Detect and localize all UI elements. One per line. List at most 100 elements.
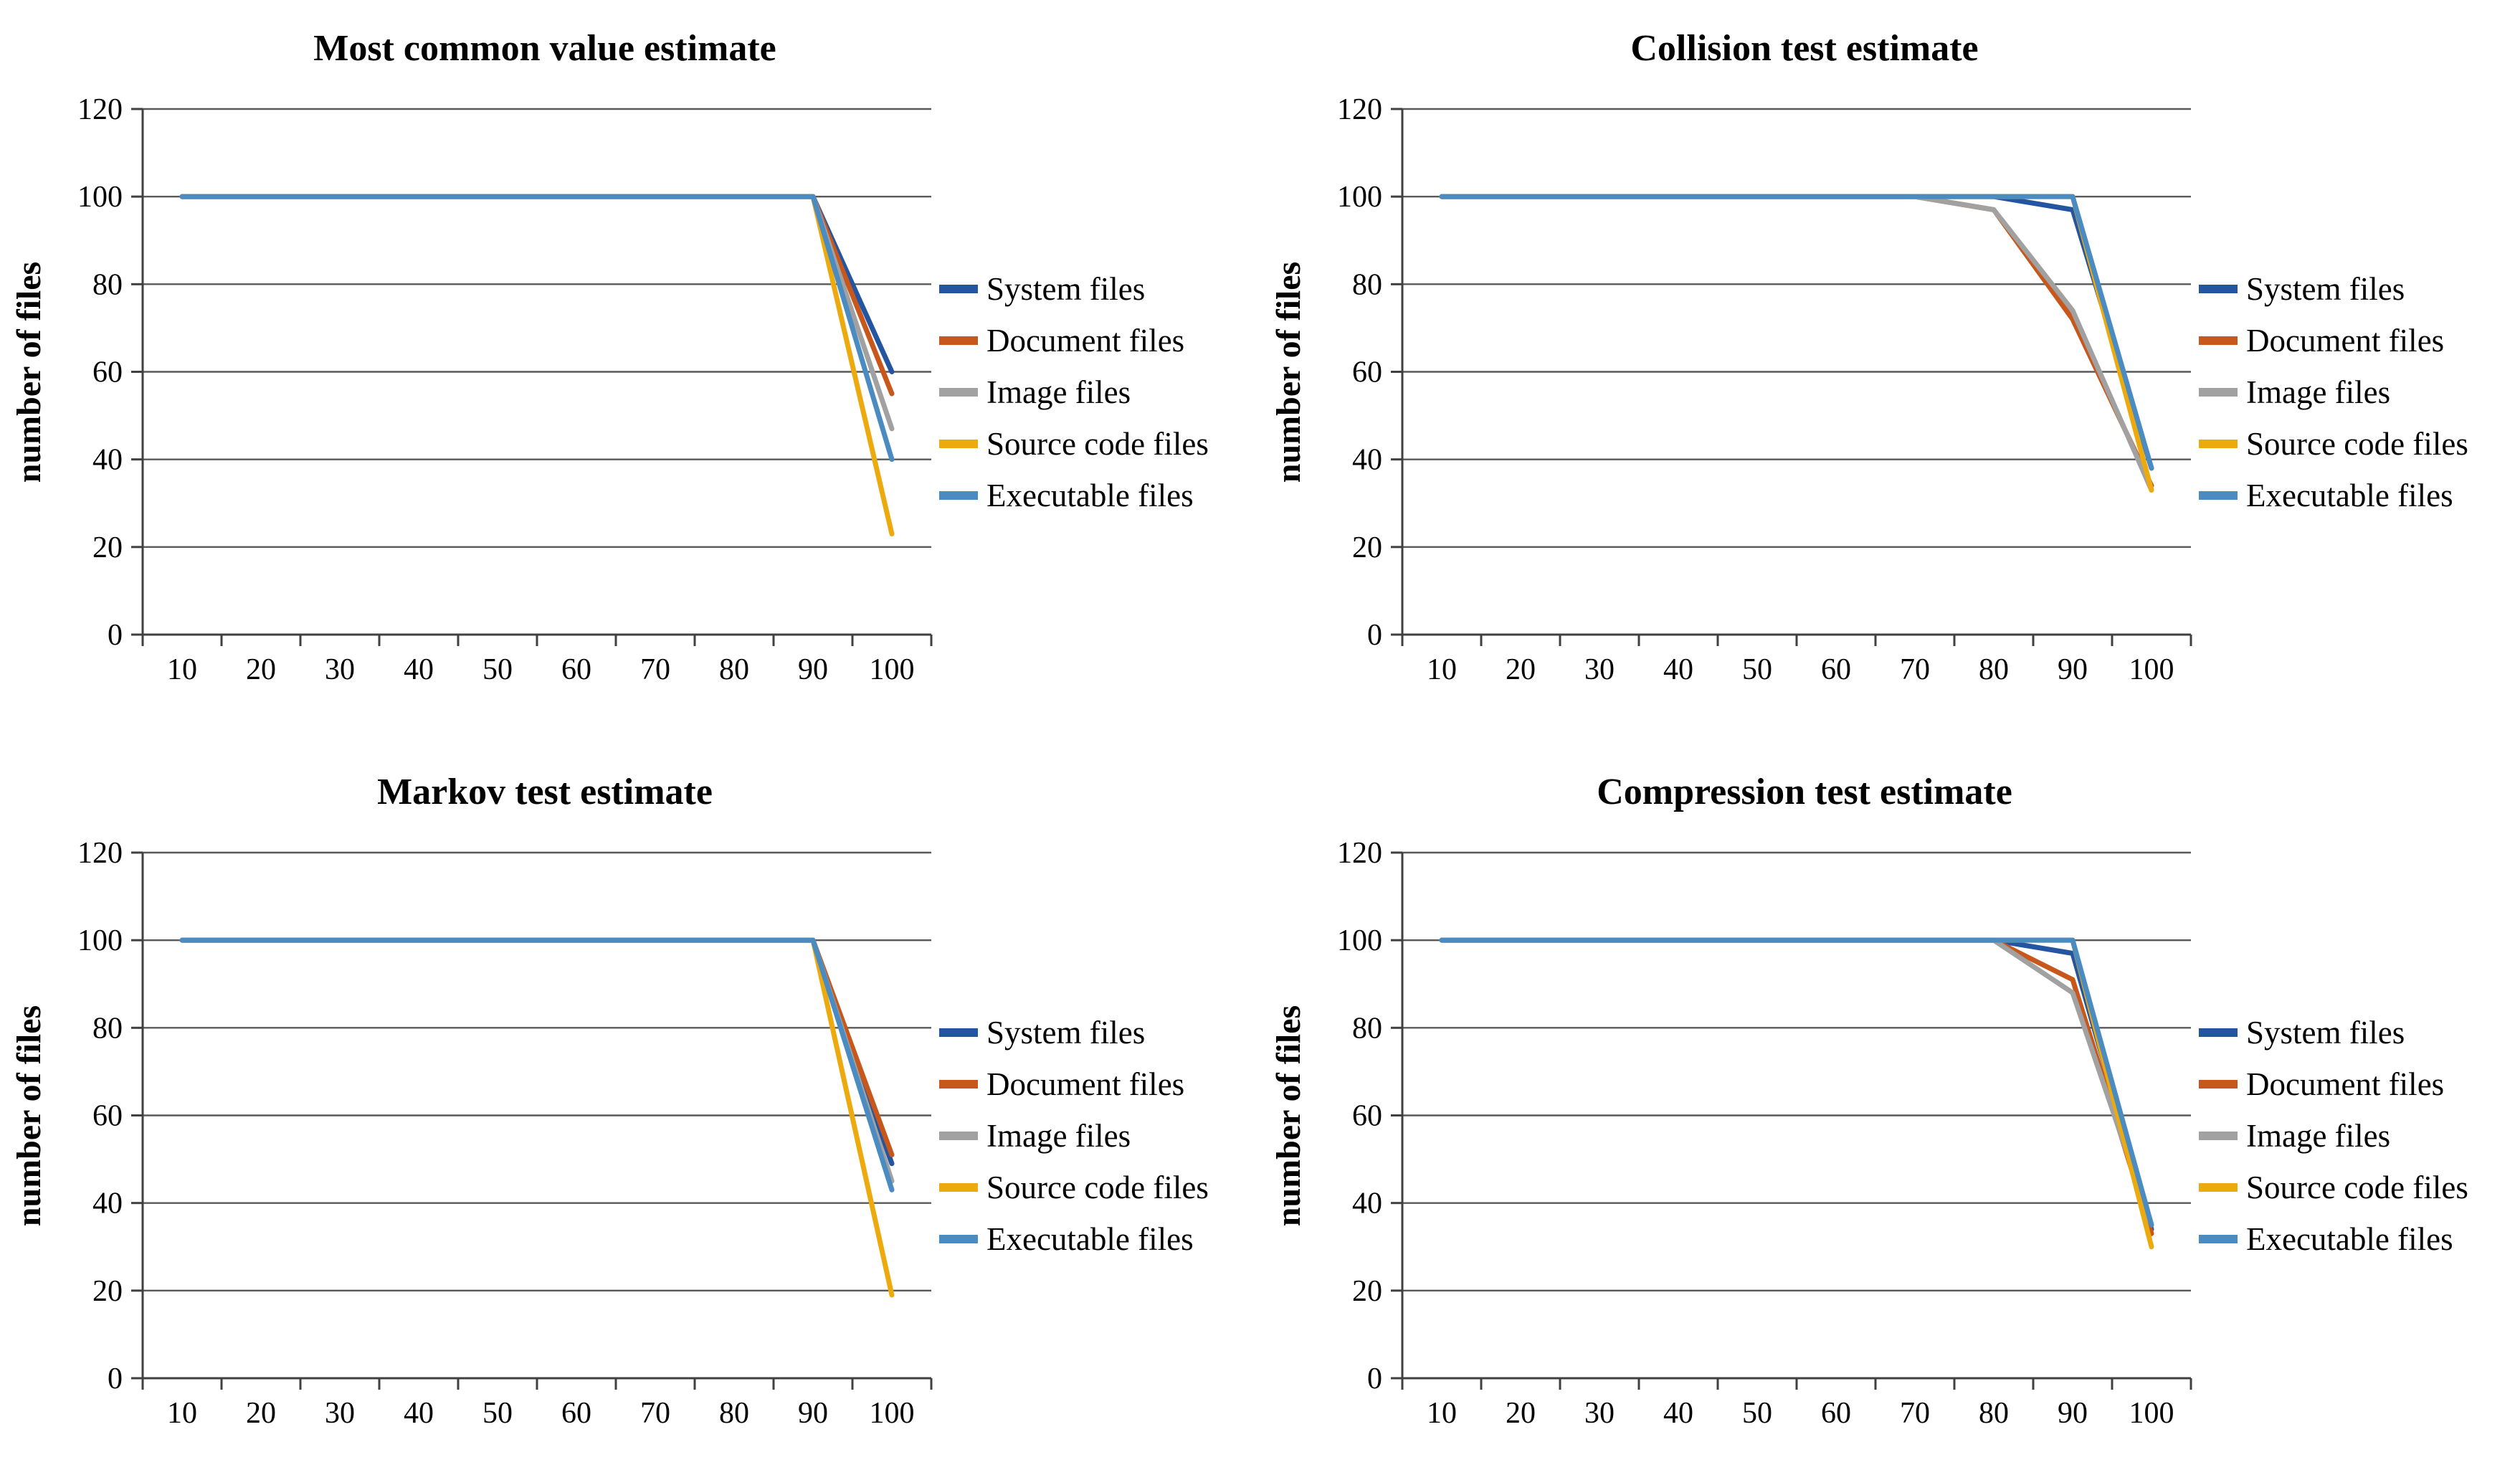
x-tick-label: 80 <box>1979 653 2009 686</box>
x-tick-label: 60 <box>1821 1397 1851 1430</box>
x-tick-label: 100 <box>2129 653 2174 686</box>
x-tick-label: 70 <box>1900 1397 1930 1430</box>
x-tick-label: 10 <box>1427 1397 1457 1430</box>
x-tick-label: 30 <box>325 1397 355 1430</box>
y-tick-label: 80 <box>1352 268 1382 301</box>
x-tick-label: 80 <box>1979 1397 2009 1430</box>
x-tick-label: 60 <box>561 1397 591 1430</box>
compression-test-chart: 0 20 40 60 80 100 120 10 20 30 40 50 60 70 80 90 100 Com… <box>1270 772 2468 1430</box>
x-tick-label: 70 <box>640 1397 670 1430</box>
legend-label-system-files: System files <box>2246 271 2405 307</box>
plot-area: 0 20 40 60 80 100 120 10 20 30 40 50 60 70 80 90 100 <box>1337 837 2192 1430</box>
legend: System files Document files Image files Sou… <box>2199 1015 2468 1257</box>
series-line-executable-files <box>1439 194 2154 471</box>
legend: System files Document files Image files Sou… <box>2199 271 2468 513</box>
plot-area: 0 20 40 60 80 100 120 10 20 30 40 50 60 70 80 90 100 <box>77 93 933 686</box>
chart-title: Compression test estimate <box>1597 772 2012 812</box>
series-line-image-files <box>1439 194 2154 493</box>
y-tick-label: 80 <box>92 268 123 301</box>
legend-label-source-code-files: Source code files <box>2246 1170 2468 1205</box>
series-line-document-files <box>179 937 895 1157</box>
x-tick-label: 90 <box>2058 1397 2088 1430</box>
legend-label-image-files: Image files <box>2246 374 2390 410</box>
legend-label-image-files: Image files <box>2246 1118 2390 1154</box>
y-tick-label: 40 <box>92 1187 123 1220</box>
y-tick-label: 40 <box>1352 1187 1382 1220</box>
x-tick-label: 100 <box>870 1397 915 1430</box>
x-tick-label: 20 <box>1506 1397 1536 1430</box>
x-tick-label: 50 <box>1742 653 1772 686</box>
x-tick-label: 50 <box>482 1397 513 1430</box>
chart-panel-most-common-value: 0 20 40 60 80 100 120 10 20 30 40 50 60 70 80 90 100 Mos… <box>0 0 1260 726</box>
y-axis-title: number of files <box>10 262 48 483</box>
x-tick-label: 40 <box>404 1397 434 1430</box>
series-line-executable-files <box>179 937 895 1192</box>
legend-label-source-code-files: Source code files <box>2246 426 2468 462</box>
y-tick-label: 60 <box>92 1100 123 1133</box>
legend-label-document-files: Document files <box>2246 1066 2444 1102</box>
most-common-value-chart: 0 20 40 60 80 100 120 10 20 30 40 50 60 70 80 90 100 Mos… <box>10 28 1209 686</box>
chart-title: Collision test estimate <box>1630 28 1978 69</box>
y-tick-label: 100 <box>1337 181 1382 214</box>
y-tick-label: 20 <box>92 1275 123 1308</box>
collision-test-chart: 0 20 40 60 80 100 120 10 20 30 40 50 60 70 80 90 100 Col… <box>1270 28 2468 686</box>
series-line-image-files <box>1439 937 2154 1228</box>
legend: System files Document files Image files Sou… <box>939 271 1209 513</box>
y-tick-label: 120 <box>77 837 123 870</box>
x-tick-label: 50 <box>482 653 513 686</box>
x-tick-label: 90 <box>798 653 828 686</box>
x-tick-label: 40 <box>1663 653 1693 686</box>
y-tick-label: 80 <box>1352 1012 1382 1045</box>
y-tick-label: 40 <box>1352 444 1382 477</box>
legend-label-document-files: Document files <box>2246 323 2444 359</box>
legend-label-system-files: System files <box>2246 1015 2405 1051</box>
series-line-system-files <box>1439 937 2154 1232</box>
chart-panel-collision-test: 0 20 40 60 80 100 120 10 20 30 40 50 60 70 80 90 100 Col… <box>1260 0 2519 726</box>
y-tick-label: 0 <box>108 619 123 652</box>
x-tick-label: 10 <box>167 653 197 686</box>
y-tick-label: 0 <box>1367 619 1382 652</box>
y-tick-label: 40 <box>92 444 123 477</box>
chart-panel-compression-test: 0 20 40 60 80 100 120 10 20 30 40 50 60 70 80 90 100 Com… <box>1260 744 2519 1470</box>
chart-panel-markov-test: 0 20 40 60 80 100 120 10 20 30 40 50 60 70 80 90 100 Mar… <box>0 744 1260 1470</box>
y-tick-label: 100 <box>1337 924 1382 957</box>
x-tick-label: 30 <box>1584 653 1615 686</box>
plot-area: 0 20 40 60 80 100 120 10 20 30 40 50 60 70 80 90 100 <box>77 837 933 1430</box>
x-tick-label: 20 <box>1506 653 1536 686</box>
legend-label-source-code-files: Source code files <box>986 426 1209 462</box>
x-tick-label: 100 <box>2129 1397 2174 1430</box>
series-line-executable-files <box>1439 937 2154 1228</box>
chart-title: Markov test estimate <box>377 772 713 812</box>
legend-label-executable-files: Executable files <box>2246 478 2453 513</box>
x-tick-label: 80 <box>719 653 749 686</box>
x-tick-label: 30 <box>325 653 355 686</box>
series-line-document-files <box>1439 937 2154 1236</box>
y-tick-label: 60 <box>1352 1100 1382 1133</box>
legend-label-image-files: Image files <box>986 374 1131 410</box>
x-tick-label: 50 <box>1742 1397 1772 1430</box>
y-tick-label: 80 <box>92 1012 123 1045</box>
x-tick-label: 30 <box>1584 1397 1615 1430</box>
y-tick-label: 0 <box>1367 1362 1382 1395</box>
series-line-source-code-files <box>1439 937 2154 1250</box>
y-tick-label: 60 <box>92 356 123 389</box>
legend-label-document-files: Document files <box>986 323 1184 359</box>
x-tick-label: 80 <box>719 1397 749 1430</box>
y-tick-label: 100 <box>77 924 123 957</box>
y-tick-label: 20 <box>1352 1275 1382 1308</box>
series-line-executable-files <box>179 194 895 463</box>
chart-title: Most common value estimate <box>313 28 776 69</box>
y-axis-title: number of files <box>1270 262 1308 483</box>
x-tick-label: 100 <box>870 653 915 686</box>
y-tick-label: 20 <box>1352 531 1382 564</box>
legend-label-document-files: Document files <box>986 1066 1184 1102</box>
x-tick-label: 40 <box>1663 1397 1693 1430</box>
x-tick-label: 90 <box>798 1397 828 1430</box>
legend-label-system-files: System files <box>986 271 1145 307</box>
legend-label-source-code-files: Source code files <box>986 1170 1209 1205</box>
y-axis-title: number of files <box>1270 1005 1308 1226</box>
series-line-document-files <box>179 194 895 397</box>
x-tick-label: 20 <box>246 653 276 686</box>
y-tick-label: 120 <box>1337 837 1382 870</box>
